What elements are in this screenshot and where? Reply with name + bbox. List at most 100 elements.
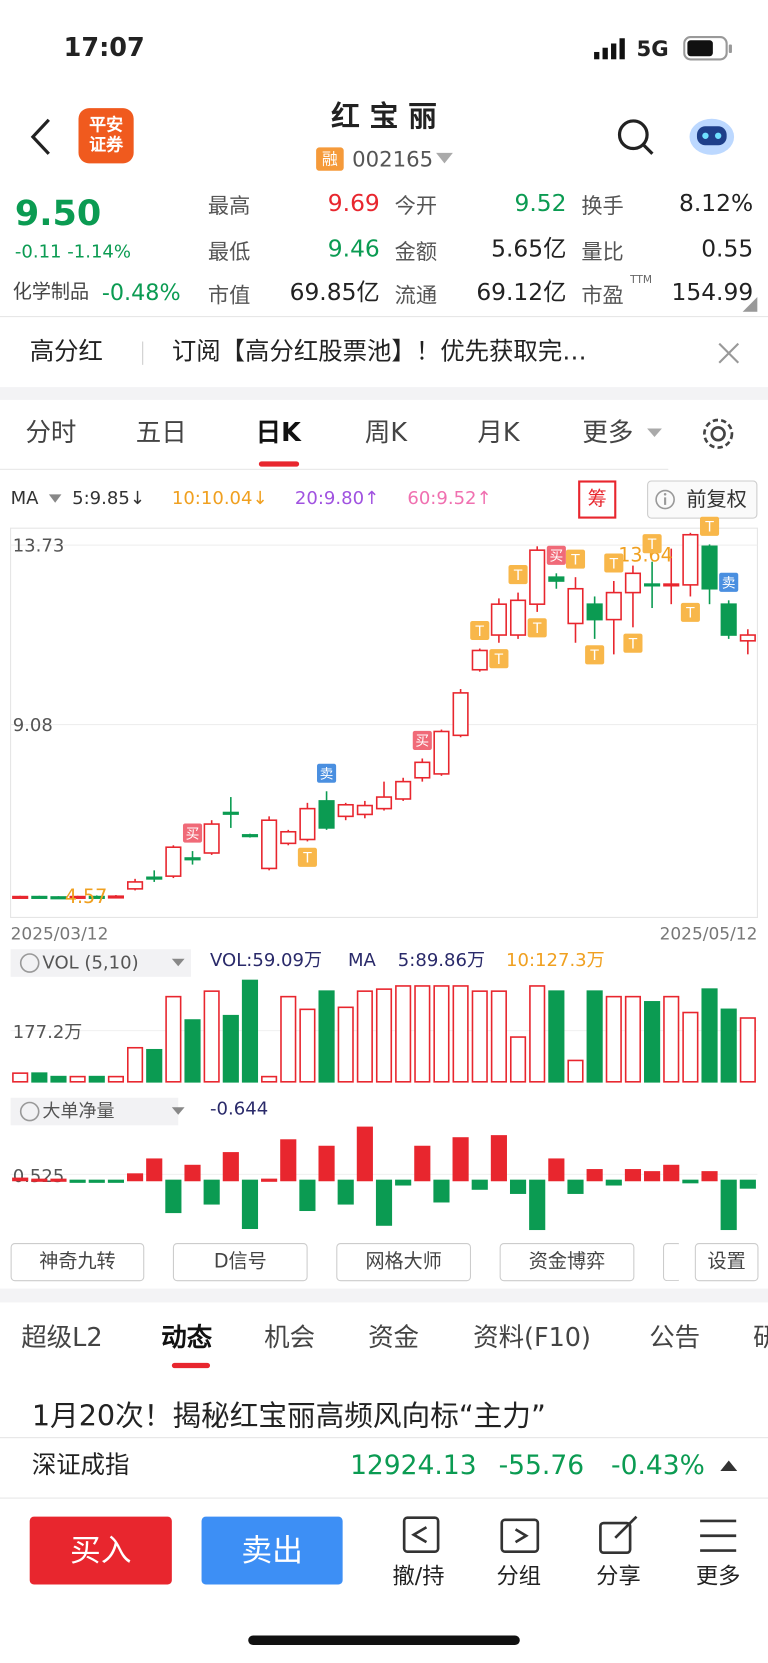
signal-badge bbox=[680, 602, 700, 622]
bar bbox=[452, 985, 469, 1083]
bar bbox=[624, 1169, 642, 1182]
bar bbox=[318, 1145, 335, 1182]
period-tab[interactable]: 月K bbox=[477, 417, 520, 448]
bar bbox=[88, 1075, 105, 1083]
candle-body bbox=[509, 599, 527, 636]
signal-badge bbox=[699, 516, 720, 536]
code-dropdown[interactable] bbox=[435, 152, 453, 166]
back-button[interactable] bbox=[28, 117, 58, 157]
bar bbox=[605, 1179, 622, 1186]
indicator-button[interactable]: 资金博弈 bbox=[499, 1243, 635, 1282]
signal-badge bbox=[585, 645, 605, 665]
banner-tag: 高分红 bbox=[29, 338, 103, 366]
candle-body bbox=[280, 830, 297, 845]
quote-label: 最高 bbox=[207, 193, 251, 219]
indicator-button[interactable]: D信号 bbox=[172, 1243, 308, 1282]
banner-close[interactable] bbox=[717, 342, 740, 365]
signal-badge bbox=[719, 572, 739, 592]
indicator-button-partial[interactable] bbox=[663, 1243, 679, 1282]
bar bbox=[88, 1179, 105, 1183]
candle-body bbox=[184, 857, 201, 861]
candle-body bbox=[414, 761, 431, 779]
bar bbox=[337, 1179, 354, 1205]
signal-badge bbox=[508, 565, 528, 585]
bar bbox=[127, 1046, 144, 1083]
quote-value: 0.55 bbox=[701, 236, 754, 264]
stock-name: 红 宝 丽 bbox=[331, 100, 437, 134]
bar bbox=[184, 1019, 201, 1083]
vol-legend: 10:127.3万 bbox=[506, 950, 605, 972]
dropdown-arrow bbox=[171, 1107, 185, 1115]
index-bar[interactable] bbox=[0, 1437, 768, 1499]
bar bbox=[414, 1145, 431, 1182]
content-tab-active[interactable]: 动态 bbox=[161, 1322, 213, 1353]
expand-arrow[interactable] bbox=[720, 1458, 738, 1472]
bar bbox=[280, 995, 297, 1083]
period-tab[interactable]: 五日 bbox=[135, 417, 187, 448]
search-button[interactable] bbox=[615, 117, 655, 157]
bar bbox=[31, 1178, 48, 1182]
quote-label: 市值 bbox=[207, 282, 251, 308]
quote-value: 69.12亿 bbox=[476, 279, 567, 307]
bar bbox=[395, 985, 412, 1083]
period-tab[interactable]: 周K bbox=[364, 417, 408, 448]
bar bbox=[701, 1171, 718, 1182]
bar bbox=[395, 1179, 412, 1186]
bar bbox=[624, 995, 642, 1083]
content-tab[interactable]: 研 bbox=[753, 1325, 768, 1350]
quote-label: 最低 bbox=[207, 238, 251, 265]
bar bbox=[644, 1171, 661, 1182]
bar bbox=[165, 1179, 182, 1214]
bar bbox=[146, 1158, 163, 1182]
signal-label: 卖 bbox=[320, 767, 334, 783]
bar bbox=[605, 995, 622, 1083]
sell-button[interactable]: 卖出 bbox=[201, 1516, 343, 1585]
info-icon bbox=[655, 489, 675, 510]
bar bbox=[69, 1075, 86, 1083]
ma-dropdown[interactable] bbox=[48, 494, 62, 504]
bar bbox=[471, 1179, 488, 1190]
quote-label: 流通 bbox=[394, 282, 438, 308]
buy-button[interactable]: 买入 bbox=[29, 1516, 172, 1585]
tool-label[interactable]: 分享 bbox=[596, 1563, 641, 1589]
candle-body bbox=[529, 549, 546, 605]
assistant-button[interactable] bbox=[687, 112, 736, 159]
content-tab[interactable]: 公告 bbox=[649, 1322, 701, 1353]
index-change: -55.76 bbox=[498, 1449, 585, 1481]
vol-selector[interactable]: VOL (5,10) bbox=[10, 949, 191, 977]
candle-body bbox=[395, 780, 412, 800]
indicator-button[interactable]: 网格大师 bbox=[336, 1243, 471, 1282]
bar bbox=[739, 1017, 756, 1083]
bar bbox=[107, 1179, 124, 1183]
settings-button[interactable] bbox=[700, 416, 736, 452]
bar bbox=[663, 995, 680, 1083]
indicator-button[interactable]: 神奇九转 bbox=[10, 1243, 145, 1282]
banner-text[interactable]: 订阅【高分红股票池】！优先获取完… bbox=[171, 338, 587, 366]
news-headline[interactable]: 1月20次！揭秘红宝丽高频风向标“主力” bbox=[31, 1399, 546, 1433]
tool-label[interactable]: 更多 bbox=[695, 1563, 741, 1589]
signal-icon bbox=[594, 38, 625, 60]
tab-underline bbox=[171, 1362, 211, 1369]
period-tab[interactable]: 更多 bbox=[582, 417, 634, 448]
ma60-value: 60:9.52↑ bbox=[407, 487, 492, 510]
content-tab[interactable]: 超级L2 bbox=[21, 1322, 103, 1353]
y-tick-label: 177.2万 bbox=[13, 1022, 83, 1043]
chip-button[interactable]: 筹 bbox=[578, 480, 617, 519]
signal-badge bbox=[297, 847, 317, 867]
period-tab[interactable]: 分时 bbox=[25, 417, 77, 448]
signal-label: T bbox=[704, 520, 714, 536]
bar bbox=[241, 1179, 259, 1230]
candle-body bbox=[605, 591, 622, 621]
settings-indicator[interactable]: 设置 bbox=[694, 1243, 759, 1282]
quote-superscript: TTM bbox=[630, 274, 653, 287]
net-title: 大单净量 bbox=[42, 1100, 115, 1123]
content-tab[interactable]: 机会 bbox=[264, 1322, 316, 1353]
tool-label[interactable]: 分组 bbox=[496, 1563, 542, 1589]
signal-badge bbox=[527, 618, 547, 638]
tool-label[interactable]: 撤/持 bbox=[392, 1563, 445, 1589]
content-tab[interactable]: 资金 bbox=[368, 1322, 420, 1353]
period-tab-active[interactable]: 日K bbox=[255, 417, 301, 448]
quote-label: 市盈 bbox=[581, 282, 624, 308]
content-tab[interactable]: 资料(F10) bbox=[473, 1322, 591, 1353]
